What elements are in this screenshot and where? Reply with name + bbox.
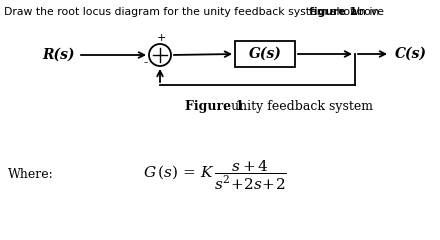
Text: figure 1: figure 1: [309, 7, 357, 17]
Text: -: -: [144, 56, 148, 69]
Text: C(s): C(s): [395, 47, 427, 61]
Text: Figure 1: Figure 1: [185, 100, 244, 113]
Text: Draw the root locus diagram for the unity feedback system shown in: Draw the root locus diagram for the unit…: [4, 7, 383, 17]
Text: Where:: Where:: [8, 168, 54, 181]
Text: G(s): G(s): [249, 47, 282, 61]
Bar: [235, 41, 295, 67]
Text: +: +: [156, 33, 166, 43]
Text: above: above: [347, 7, 384, 17]
Text: : unity feedback system: : unity feedback system: [223, 100, 373, 113]
Text: R(s): R(s): [43, 48, 75, 62]
Text: $\mathit{G}\,\mathit{(s)}\,=\,K\,\dfrac{s+4}{s^2\!+\!2s\!+\!2}$: $\mathit{G}\,\mathit{(s)}\,=\,K\,\dfrac{…: [143, 158, 287, 192]
